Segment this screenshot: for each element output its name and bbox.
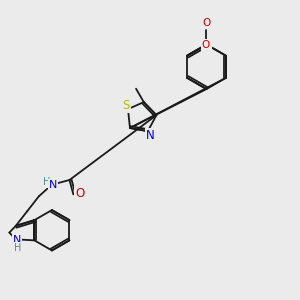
Text: O: O [203,40,211,50]
Text: O: O [202,40,210,50]
Text: N: N [49,180,57,190]
Text: O: O [202,18,211,28]
Text: O: O [75,187,85,200]
Text: S: S [122,99,130,112]
Text: N: N [13,235,21,245]
Text: H: H [14,243,22,253]
Text: H: H [43,177,50,187]
Text: N: N [146,129,154,142]
